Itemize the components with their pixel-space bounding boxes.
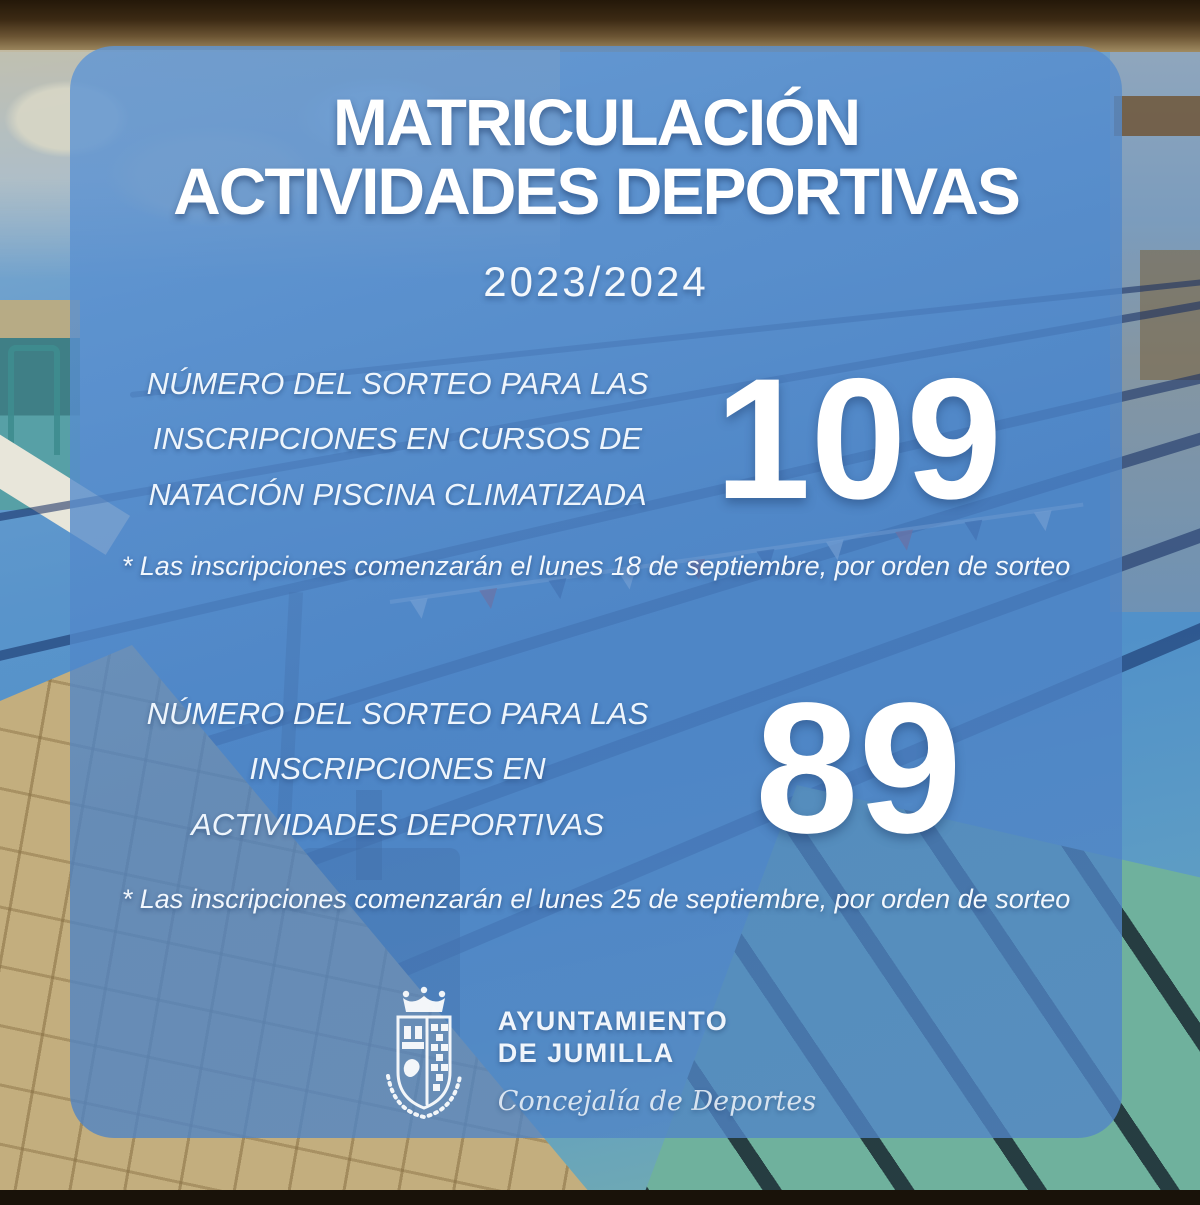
sorteo-row-actividades: NÚMERO DEL SORTEO PARA LAS INSCRIPCIONES… bbox=[125, 676, 1067, 862]
poster-title-line1: MATRICULACIÓN bbox=[332, 85, 861, 159]
poster-title: MATRICULACIÓN ACTIVIDADES DEPORTIVAS bbox=[70, 88, 1122, 225]
org-name-line1: AYUNTAMIENTO bbox=[497, 1006, 729, 1036]
ceiling-beam bbox=[0, 0, 1200, 52]
announcement-card: MATRICULACIÓN ACTIVIDADES DEPORTIVAS 202… bbox=[70, 46, 1122, 1138]
department-name: Concejalía de Deportes bbox=[497, 1085, 817, 1117]
footer: AYUNTAMIENTO DE JUMILLA Concejalía de De… bbox=[70, 984, 1122, 1120]
wall-beam bbox=[1114, 96, 1200, 136]
footer-org: AYUNTAMIENTO DE JUMILLA Concejalía de De… bbox=[498, 984, 816, 1117]
org-name-line2: DE JUMILLA bbox=[497, 1037, 675, 1068]
note-natacion: * Las inscripciones comenzarán el lunes … bbox=[121, 551, 1071, 581]
sorteo-row-natacion: NÚMERO DEL SORTEO PARA LAS INSCRIPCIONES… bbox=[125, 343, 1067, 535]
sorteo-number-actividades: 89 bbox=[755, 665, 962, 872]
sorteo-number-natacion: 109 bbox=[715, 343, 1002, 535]
sorteo-label-natacion: NÚMERO DEL SORTEO PARA LAS INSCRIPCIONES… bbox=[146, 366, 649, 512]
note-actividades: * Las inscripciones comenzarán el lunes … bbox=[121, 884, 1071, 914]
jumilla-crest-icon bbox=[385, 986, 462, 1120]
bottom-dark-strip bbox=[0, 1190, 1200, 1205]
poster-title-line2: ACTIVIDADES DEPORTIVAS bbox=[173, 153, 1021, 228]
pool-ladder bbox=[8, 345, 60, 455]
season-label: 2023/2024 bbox=[483, 258, 709, 305]
sorteo-label-actividades: NÚMERO DEL SORTEO PARA LAS INSCRIPCIONES… bbox=[146, 696, 649, 842]
